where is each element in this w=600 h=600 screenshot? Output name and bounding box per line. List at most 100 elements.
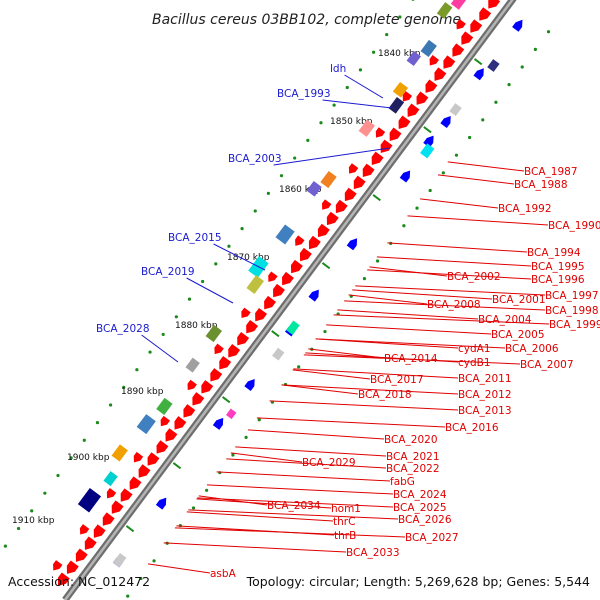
outer-label-leader [322,99,393,109]
gc-dot [30,509,34,513]
forward-gene-arrow [335,199,348,214]
kbp-tick-label: 1870 kbp [227,253,270,263]
forward-gene-arrow [255,307,268,322]
gc-dot [375,259,380,263]
inner-gene-label: BCA_2007 [520,359,574,371]
feature-block [450,0,467,10]
inner-gene-label: BCA_2013 [458,405,512,417]
inner-label-leader [308,348,385,359]
inner-gene-label: hom1 [331,503,361,515]
kbp-ticks: 1840 kbp 1850 kbp 1860 kbp 1870 kbp 1880 kbp… [12,49,483,533]
inner-gene-label: cydA1 [458,343,491,355]
forward-gene-arrow [120,488,133,502]
outer-label-leader [213,243,266,271]
gc-dot [415,206,419,210]
inner-gene-label: BCA_2026 [398,514,452,526]
forward-gene-arrow [111,500,124,514]
inner-gene-label: BCA_1998 [545,305,599,317]
inner-label-leader [281,384,359,395]
inner-gene-label: BCA_1999 [549,319,600,331]
inner-label-leader [226,458,387,469]
inner-label-leader [206,484,394,495]
inner-label-leader [348,294,428,305]
gc-dot [306,138,310,143]
forward-gene-arrow [407,103,420,117]
inner-gene-label: BCA_2005 [491,329,545,341]
inner-gene-label: BCA_1988 [514,179,568,191]
kbp-tick-label: 1840 kbp [378,49,421,59]
feature-block [320,170,337,189]
gc-dot [402,224,406,228]
feature-block [358,119,375,137]
inner-gene-label: BCA_1987 [524,166,578,178]
gc-dot [148,350,152,354]
forward-gene-arrow [389,127,402,141]
gc-dot [161,332,165,337]
inner-label-leader [420,198,499,209]
forward-gene-arrow [53,560,63,571]
feature-block [436,2,453,19]
inner-label-leader [293,368,459,379]
inner-label-leader [235,446,387,457]
gc-dot [279,174,284,178]
reverse-gene-arrow [308,289,319,302]
inner-gene-label: BCA_2011 [458,373,512,385]
inner-gene-label: BCA_1995 [531,261,585,273]
forward-gene-arrow [201,380,214,394]
reverse-gene-arrow [155,497,167,510]
feature-block [77,488,102,513]
forward-gene-arrow [241,307,251,319]
feature-block [205,324,222,343]
gc-dot [231,453,235,457]
feature-block [226,408,237,420]
inner-label-leader [174,527,406,538]
gc-dot [3,544,8,548]
inner-gene-label: BCA_2006 [505,343,559,355]
feature-block [246,275,265,294]
forward-gene-arrow [93,524,106,538]
inner-label-leader [269,400,459,411]
gc-dot [411,0,415,1]
feature-block [286,320,300,335]
forward-gene-arrow [138,464,151,478]
kbp-tick-mark [473,58,483,66]
gc-dot [122,385,126,389]
feature-block [406,50,421,66]
gc-dot [520,65,524,69]
gc-dot [82,438,86,442]
gc-dot [293,156,297,160]
outer-label-leader [273,147,391,166]
inner-gene-label: BCA_2018 [358,389,412,401]
gc-dot [371,50,376,54]
forward-gene-arrow [488,0,501,9]
inner-gene-label: BCA_1997 [545,290,599,302]
kbp-tick-mark [321,262,331,270]
inner-label-leader [186,511,334,522]
outer-label-leader [141,334,179,363]
kbp-tick-mark [125,525,135,533]
outer-gene-label: BCA_2015 [168,232,222,244]
forward-gene-arrow [452,43,465,57]
gc-dot [257,418,261,422]
forward-gene-arrow [228,344,241,358]
inner-label-leader [447,161,525,172]
forward-gene-arrow [106,487,117,499]
forward-gene-arrow [470,19,483,33]
forward-gene-arrow [84,536,97,550]
forward-gene-arrow [156,440,169,454]
gc-dot [191,506,196,510]
inner-gene-label: BCA_2012 [458,389,512,401]
inner-label-leader [355,285,546,296]
gc-dot [56,473,60,478]
forward-gene-arrow [79,524,90,535]
inner-label-leader [303,354,521,365]
gc-dot [139,576,143,581]
forward-gene-arrow [443,55,456,69]
reverse-strand-genes [112,19,523,568]
inner-gene-label: thrB [334,530,356,542]
gc-dot [205,488,209,492]
kbp-tick-mark [221,396,231,404]
inner-label-leader [315,338,459,349]
